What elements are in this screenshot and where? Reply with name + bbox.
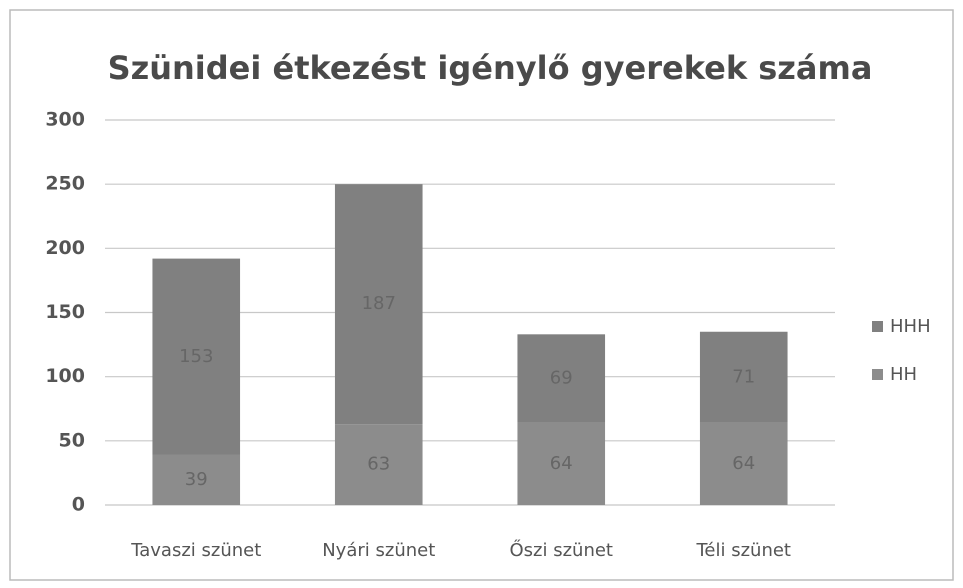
bar-segment (699, 422, 788, 505)
y-tick-label: 150 (45, 301, 85, 323)
bar-segment (517, 334, 606, 423)
data-label: 153 (179, 346, 213, 367)
bar-segment (334, 184, 423, 425)
bar-segment (334, 424, 423, 505)
x-tick-label: Tavaszi szünet (130, 540, 261, 561)
y-tick-label: 250 (45, 173, 85, 195)
legend-label: HH (890, 364, 917, 385)
data-label: 71 (732, 366, 755, 387)
legend-swatch (872, 321, 883, 332)
data-label: 69 (550, 368, 573, 389)
chart-frame (9, 9, 954, 581)
x-tick-label: Őszi szünet (510, 539, 614, 561)
y-tick-label: 50 (59, 429, 85, 451)
chart-title: Szünidei étkezést igénylő gyerekek száma (108, 49, 873, 87)
bar-segment (517, 422, 606, 505)
y-tick-label: 300 (45, 109, 85, 131)
x-tick-label: Nyári szünet (322, 540, 435, 561)
data-label: 187 (362, 293, 396, 314)
data-label: 63 (367, 454, 390, 475)
x-tick-label: Téli szünet (695, 540, 791, 561)
y-tick-label: 0 (72, 494, 85, 516)
y-tick-label: 100 (45, 365, 85, 387)
data-label: 64 (550, 453, 573, 474)
bar-segment (699, 331, 788, 423)
data-label: 39 (185, 469, 208, 490)
bar-segment (152, 258, 241, 455)
legend-swatch (872, 369, 883, 380)
y-tick-label: 200 (45, 237, 85, 259)
legend-label: HHH (890, 316, 931, 337)
data-label: 64 (732, 453, 755, 474)
bar-segment (152, 454, 241, 505)
